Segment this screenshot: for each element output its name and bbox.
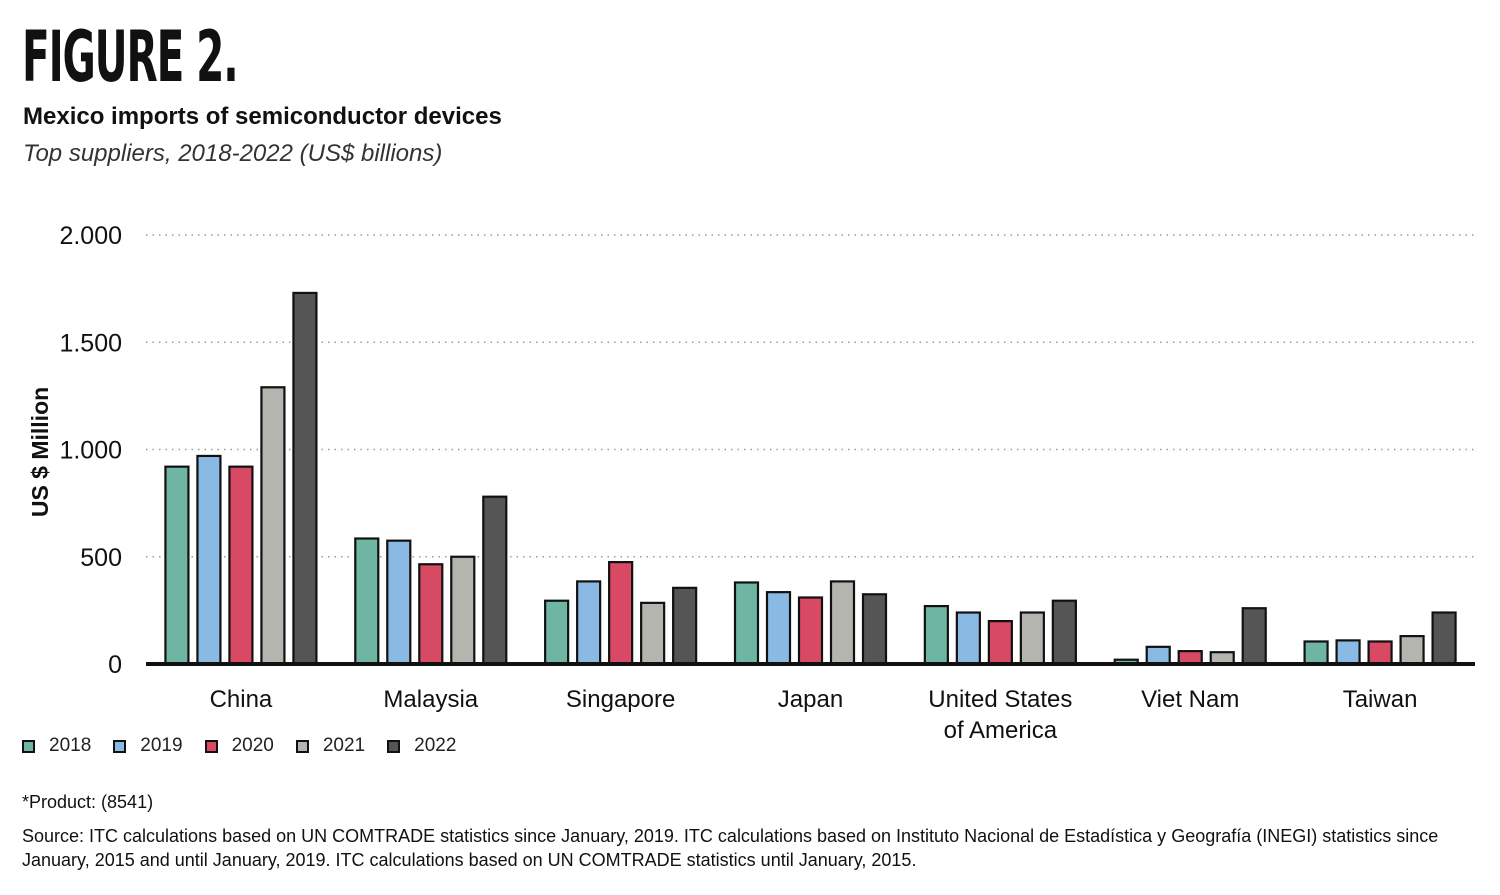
bar <box>672 586 698 666</box>
bar <box>1019 611 1045 666</box>
bar <box>608 561 634 666</box>
bar <box>1367 640 1393 666</box>
legend-swatch-2022 <box>387 739 401 753</box>
x-tick-label: Malaysia <box>383 686 478 713</box>
legend-swatch-2020 <box>204 739 218 753</box>
y-axis-label: US $ Million <box>27 387 53 517</box>
bar <box>164 465 190 666</box>
bar <box>1431 611 1457 666</box>
chart-legend: 2018 2019 2020 2021 2022 <box>22 735 478 757</box>
legend-item-2021: 2021 <box>295 735 366 757</box>
bar <box>196 454 222 666</box>
legend-item-2018: 2018 <box>22 735 91 757</box>
product-note: *Product: (8541) <box>22 792 154 812</box>
bar <box>1303 640 1329 666</box>
source-note: Source: ITC calculations based on UN COM… <box>22 826 1439 870</box>
legend-item-2019: 2019 <box>113 735 183 757</box>
bar <box>1335 639 1361 666</box>
y-tick-label: 1.000 <box>59 437 122 465</box>
legend-item-2020: 2020 <box>204 735 274 757</box>
x-tick-label: Japan <box>778 686 843 713</box>
y-tick-label: 500 <box>80 544 122 572</box>
bar <box>482 495 508 666</box>
bar <box>354 537 380 666</box>
y-tick-label: 0 <box>108 651 122 679</box>
legend-item-2022: 2022 <box>387 735 456 757</box>
bar <box>797 596 824 666</box>
figure-label: FIGURE 2. <box>22 16 239 98</box>
legend-label-2018: 2018 <box>49 735 92 756</box>
bar <box>987 619 1013 666</box>
bar <box>418 563 444 666</box>
bar <box>829 580 856 666</box>
y-tick-label: 2.000 <box>59 222 122 250</box>
bar <box>861 593 888 666</box>
bar <box>386 539 412 666</box>
chart-title: Mexico imports of semiconductor devices <box>23 103 502 130</box>
legend-label-2020: 2020 <box>231 735 274 756</box>
legend-swatch-2019 <box>113 739 127 753</box>
legend-label-2022: 2022 <box>414 735 457 756</box>
bar <box>640 601 666 666</box>
bar <box>292 291 318 666</box>
x-tick-label: Taiwan <box>1343 686 1418 713</box>
bar <box>1145 645 1171 666</box>
bar <box>544 599 570 666</box>
bar <box>228 465 254 666</box>
x-tick-label: United States of America <box>928 686 1072 744</box>
bar <box>923 604 949 666</box>
bar <box>450 555 476 666</box>
x-tick-label: China <box>210 686 273 713</box>
bar <box>1241 607 1267 666</box>
legend-label-2021: 2021 <box>322 735 366 756</box>
bar <box>1399 635 1425 666</box>
bar <box>765 591 792 666</box>
bar <box>1051 599 1077 666</box>
x-tick-label: Viet Nam <box>1141 686 1239 713</box>
legend-swatch-2021 <box>295 739 309 753</box>
legend-label-2019: 2019 <box>140 735 183 756</box>
bar <box>733 581 760 666</box>
x-tick-label: Singapore <box>566 686 675 713</box>
bar <box>955 611 981 666</box>
legend-swatch-2018 <box>22 739 35 753</box>
chart-subtitle: Top suppliers, 2018-2022 (US$ billions) <box>23 140 443 167</box>
bar <box>260 386 286 666</box>
y-tick-label: 1.500 <box>59 329 122 357</box>
bar <box>576 580 602 666</box>
